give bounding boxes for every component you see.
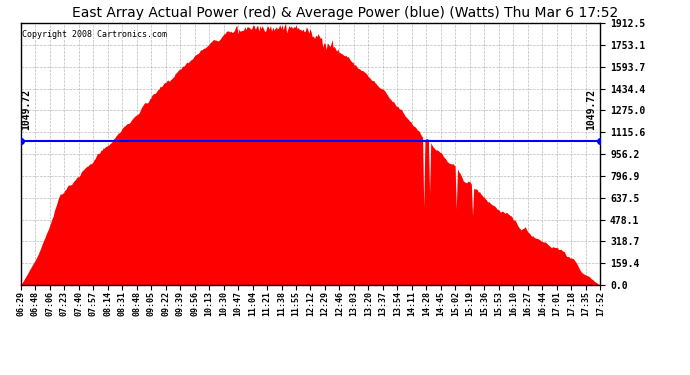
Text: 1049.72: 1049.72 xyxy=(586,89,597,130)
Text: East Array Actual Power (red) & Average Power (blue) (Watts) Thu Mar 6 17:52: East Array Actual Power (red) & Average … xyxy=(72,6,618,20)
Text: 1049.72: 1049.72 xyxy=(21,89,32,130)
Text: Copyright 2008 Cartronics.com: Copyright 2008 Cartronics.com xyxy=(22,30,167,39)
